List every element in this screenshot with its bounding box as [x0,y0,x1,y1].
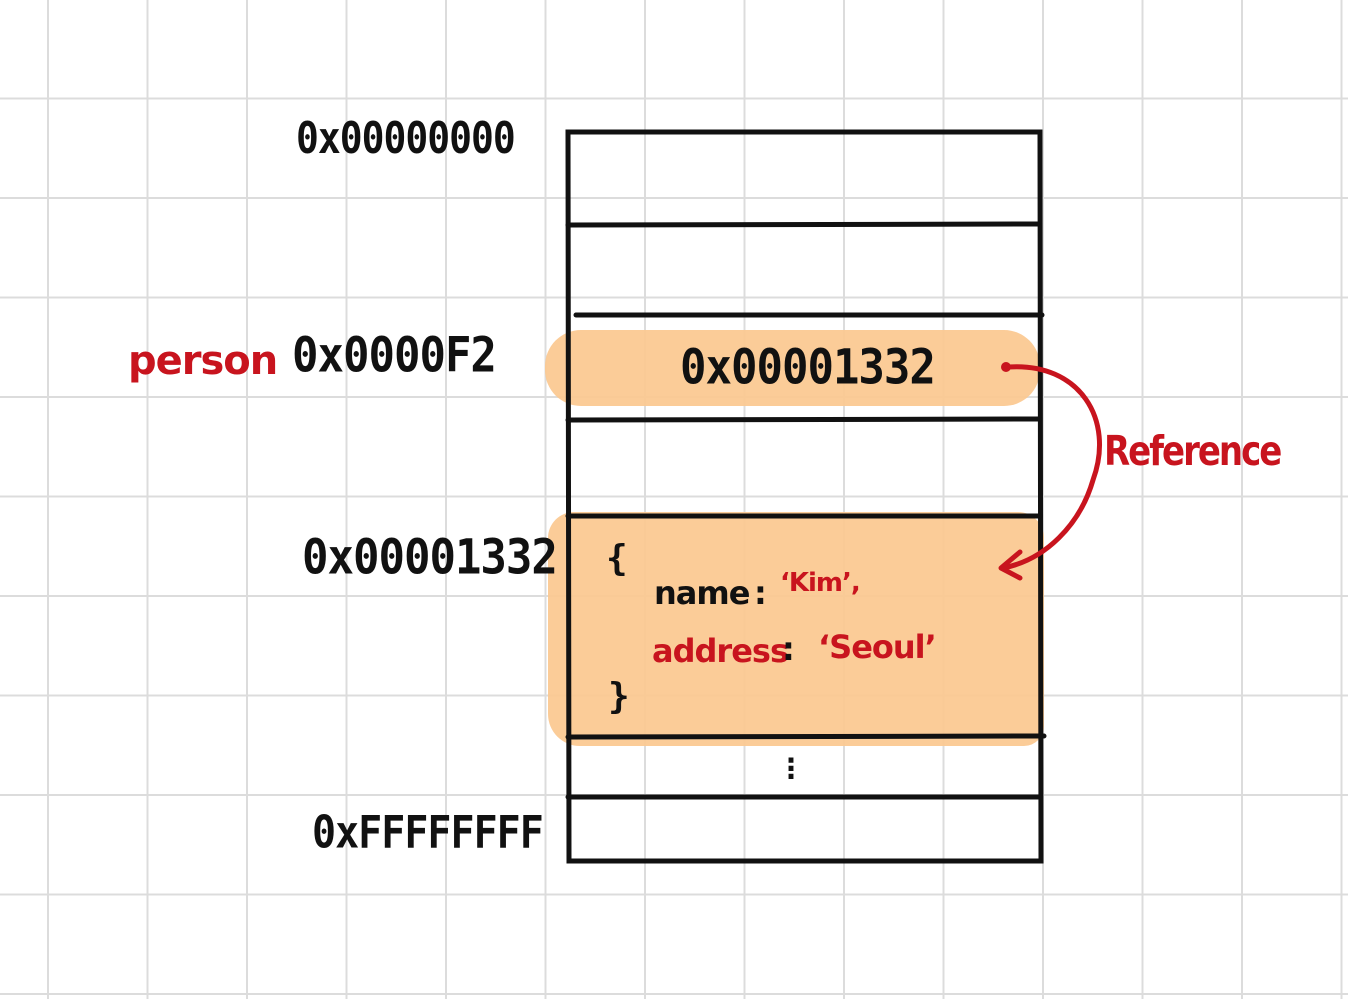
address-end: 0xFFFFFFFF [312,807,544,859]
reference-arrow-start-dot [1001,362,1011,372]
ellipsis-icon: ⋮ [777,752,805,785]
reference-arrow [1000,364,1103,571]
person-cell-highlight [545,330,1040,406]
cell-divider-3 [565,416,1043,423]
prop-address-key: address [652,632,789,670]
reference-label: Reference [1104,428,1282,476]
cell-divider-1 [565,221,1041,228]
cell-divider-5 [565,733,1047,740]
variable-person-label: person [128,338,278,384]
prop-address-colon: : [782,630,795,668]
prop-name-key: name [654,574,750,612]
memory-table-border [565,129,1044,864]
object-open-brace: { [606,538,628,579]
prop-name-value: ‘Kim’, [780,568,861,598]
object-cell-highlight [548,512,1044,746]
address-object: 0x00001332 [302,529,558,586]
reference-arrowhead [998,549,1023,581]
prop-address-value: ‘Seoul’ [818,628,937,666]
address-person: 0x0000F2 [292,327,497,384]
person-cell-value: 0x00001332 [680,339,936,396]
address-start: 0x00000000 [296,112,516,164]
prop-name-colon: : [754,574,767,612]
object-close-brace: } [608,676,630,717]
